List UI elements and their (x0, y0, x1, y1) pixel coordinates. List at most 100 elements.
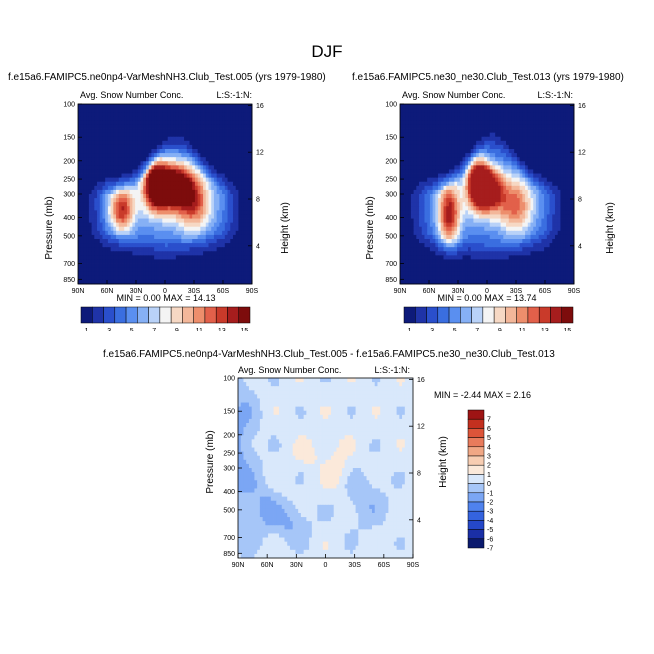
heatmap-cell (86, 255, 90, 260)
heatmap-cell (189, 140, 193, 146)
heatmap-cell (535, 120, 540, 125)
heatmap-cell (121, 181, 125, 187)
heatmap-cell (197, 222, 201, 228)
heatmap-cell (121, 202, 125, 207)
heatmap-cell (438, 226, 442, 232)
heatmap-cell (184, 263, 188, 269)
heatmap-cell (189, 218, 193, 224)
heatmap-cell (438, 128, 442, 134)
panel-a-stats: MIN = 0.00 MAX = 14.13 (116, 293, 215, 303)
heatmap-cell (173, 263, 177, 269)
heatmap-cell (568, 104, 572, 109)
heatmap-cell (205, 173, 209, 179)
heatmap-cell (113, 108, 117, 113)
heatmap-cell (495, 108, 499, 113)
heatmap-cell (208, 255, 212, 260)
heatmap-cell (227, 214, 231, 219)
heatmap-cell (568, 189, 572, 195)
heatmap-cell (78, 255, 82, 260)
heatmap-cell (241, 116, 245, 121)
heatmap-cell (219, 198, 223, 203)
heatmap-cell (219, 255, 223, 260)
heatmap-cell (432, 185, 436, 191)
heatmap-cell (500, 226, 504, 232)
heatmap-cell (476, 214, 480, 219)
heatmap-cell (118, 239, 122, 244)
heatmap-cell (544, 169, 548, 174)
heatmap-cell (554, 120, 559, 125)
heatmap-cell (410, 120, 414, 125)
heatmap-cell (159, 173, 163, 179)
heatmap-cell (511, 210, 515, 215)
heatmap-cell (200, 173, 204, 179)
heatmap-cell (137, 161, 141, 166)
heatmap-cell (219, 222, 223, 228)
heatmap-cell (451, 214, 455, 219)
heatmap-cell (107, 239, 112, 244)
heatmap-cell (235, 259, 239, 264)
heatmap-cell (230, 206, 234, 211)
heatmap-cell (110, 251, 114, 256)
heatmap-cell (181, 161, 185, 166)
heatmap-cell (413, 120, 417, 125)
colorbar-swatch (215, 306, 228, 324)
heatmap-cell (162, 157, 166, 162)
heatmap-cell (86, 218, 90, 224)
heatmap-cell (170, 140, 174, 146)
heatmap-cell (451, 124, 455, 129)
heatmap-cell (500, 214, 504, 219)
heatmap-cell (230, 136, 234, 142)
heatmap-cell (116, 259, 120, 264)
heatmap-cell (203, 243, 207, 248)
heatmap-cell (200, 271, 204, 277)
heatmap-cell (175, 230, 179, 236)
heatmap-cell (235, 243, 239, 248)
heatmap-cell (208, 161, 212, 166)
heatmap-cell (224, 132, 228, 138)
heatmap-cell (175, 128, 179, 134)
heatmap-cell (514, 218, 518, 224)
heatmap-cell (121, 140, 125, 146)
heatmap-cell (135, 108, 139, 113)
heatmap-cell (549, 144, 553, 150)
heatmap-cell (549, 194, 553, 199)
heatmap-cell (400, 128, 404, 134)
heatmap-cell (140, 194, 144, 199)
heatmap-cell (421, 222, 425, 228)
heatmap-cell (506, 120, 510, 125)
heatmap-cell (132, 136, 136, 142)
heatmap-cell (571, 128, 575, 134)
heatmap-cell (546, 234, 550, 240)
heatmap-cell (213, 153, 218, 158)
heatmap-cell (88, 202, 92, 207)
heatmap-cell (189, 234, 193, 240)
heatmap-cell (205, 169, 209, 174)
heatmap-cell (143, 140, 147, 146)
heatmap-cell (467, 136, 472, 142)
heatmap-cell (97, 251, 101, 256)
heatmap-cell (565, 206, 569, 211)
heatmap-cell (126, 157, 131, 162)
heatmap-cell (175, 247, 179, 252)
heatmap-cell (500, 202, 504, 207)
heatmap-cell (118, 128, 122, 134)
heatmap-cell (451, 136, 455, 142)
heatmap-cell (224, 214, 228, 219)
heatmap-cell (143, 247, 147, 252)
heatmap-cell (235, 230, 239, 236)
heatmap-cell (503, 173, 507, 179)
heatmap-cell (97, 198, 101, 203)
heatmap-cell (154, 108, 158, 113)
heatmap-cell (511, 120, 515, 125)
heatmap-cell (238, 112, 242, 117)
heatmap-cell (156, 206, 160, 211)
heatmap-cell (88, 234, 92, 240)
heatmap-cell (546, 202, 550, 207)
heatmap-cell (208, 124, 212, 129)
heatmap-cell (565, 124, 569, 129)
heatmap-cell (495, 181, 499, 187)
heatmap-cell (189, 132, 193, 138)
heatmap-cell (459, 206, 463, 211)
heatmap-cell (167, 177, 171, 183)
heatmap-cell (470, 214, 474, 219)
